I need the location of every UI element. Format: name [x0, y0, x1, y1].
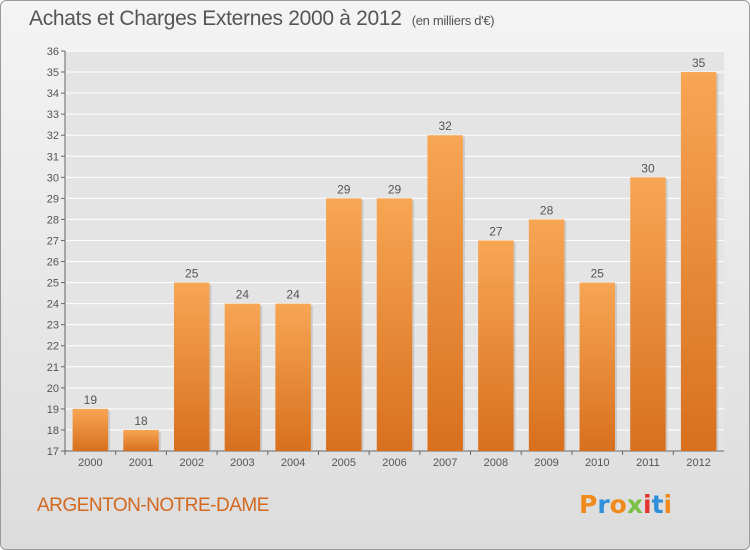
data-label-2003: 24: [236, 288, 250, 302]
chart-unit: (en milliers d'€): [411, 13, 495, 28]
data-label-2004: 24: [286, 288, 300, 302]
data-label-2008: 27: [489, 224, 503, 238]
bar-2001: [123, 429, 159, 451]
logo-letter: o: [609, 490, 627, 519]
proxiti-logo: Proxiti: [579, 490, 672, 519]
logo-letter: x: [626, 490, 643, 519]
bar-2007: [427, 135, 463, 452]
y-tick-label: 26: [47, 257, 59, 269]
x-tick-label-2003: 2003: [230, 457, 254, 469]
x-tick-label-2010: 2010: [585, 457, 609, 469]
y-tick-label: 25: [47, 278, 59, 290]
bar-2002: [173, 282, 210, 451]
y-tick-label: 33: [47, 109, 59, 121]
x-tick-label-2005: 2005: [332, 457, 356, 469]
chart-title: Achats et Charges Externes 2000 à 2012 (e…: [29, 7, 495, 31]
logo-letter: t: [651, 490, 664, 519]
x-tick-label-2008: 2008: [484, 457, 508, 469]
bar-2009: [528, 219, 565, 451]
data-label-2010: 25: [591, 267, 605, 281]
bar-2003: [224, 303, 261, 451]
logo-letter: i: [643, 490, 652, 519]
y-tick-label: 30: [47, 172, 59, 184]
y-tick-label: 34: [47, 88, 59, 100]
logo-letter: i: [663, 490, 673, 519]
x-tick-label-2002: 2002: [179, 457, 203, 469]
bar-2008: [478, 240, 514, 451]
data-label-2012: 35: [692, 56, 706, 70]
bar-2000: [72, 408, 109, 451]
x-tick-label-2004: 2004: [281, 457, 305, 469]
data-label-2009: 28: [540, 203, 554, 217]
data-label-2002: 25: [185, 267, 199, 281]
data-label-2007: 32: [439, 119, 453, 133]
y-tick-label: 24: [47, 299, 59, 311]
y-tick-label: 28: [47, 214, 59, 226]
y-tick-label: 20: [47, 383, 59, 395]
x-tick-label-2012: 2012: [686, 457, 710, 469]
bar-2005: [326, 198, 362, 451]
y-tick-label: 35: [47, 67, 59, 79]
data-label-2000: 19: [84, 393, 98, 407]
logo-letter: P: [579, 490, 598, 519]
y-tick-label: 21: [47, 362, 59, 374]
y-tick-label: 23: [47, 320, 59, 332]
x-tick-label-2000: 2000: [78, 457, 102, 469]
y-tick-label: 22: [47, 341, 59, 353]
x-tick-label-2006: 2006: [382, 457, 406, 469]
y-tick-label: 36: [47, 46, 59, 58]
x-tick-label-2001: 2001: [129, 457, 153, 469]
y-tick-label: 27: [47, 235, 59, 247]
chart-title-text: Achats et Charges Externes 2000 à 2012: [29, 7, 402, 30]
data-label-2001: 18: [134, 414, 148, 428]
x-tick-label-2009: 2009: [534, 457, 558, 469]
y-tick-label: 17: [47, 446, 59, 458]
y-tick-label: 18: [47, 425, 59, 437]
data-label-2006: 29: [388, 182, 402, 196]
y-tick-label: 32: [47, 130, 59, 142]
logo-letter: r: [597, 490, 610, 519]
y-tick-label: 31: [47, 151, 59, 163]
bar-2004: [275, 303, 311, 451]
place-name: ARGENTON-NOTRE-DAME: [37, 495, 269, 516]
y-tick-label: 29: [47, 193, 59, 205]
data-label-2011: 30: [641, 161, 655, 175]
y-tick-label: 19: [47, 404, 59, 416]
bar-2010: [579, 282, 616, 451]
bar-2012: [680, 72, 717, 451]
x-tick-label-2011: 2011: [636, 457, 660, 469]
bar-2011: [630, 177, 666, 451]
data-label-2005: 29: [337, 182, 351, 196]
x-tick-label-2007: 2007: [433, 457, 457, 469]
bar-2006: [376, 198, 413, 451]
